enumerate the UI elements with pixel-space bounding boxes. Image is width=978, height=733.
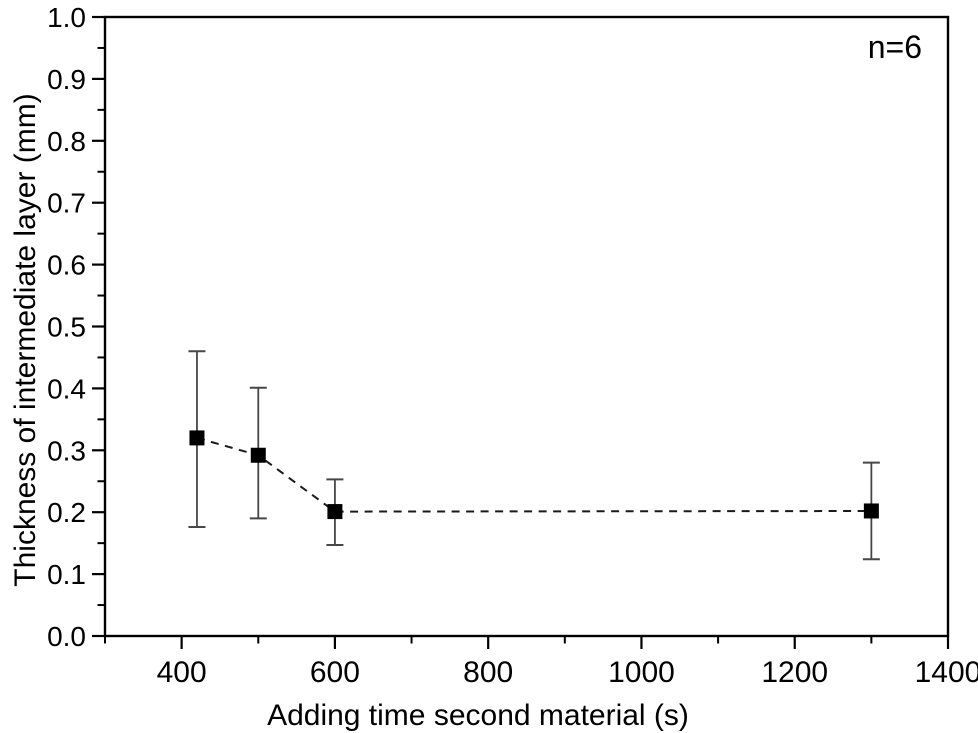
annotation-n: n=6 xyxy=(868,29,922,65)
y-axis-tick-label: 0.9 xyxy=(47,64,86,95)
x-axis-tick-label: 1000 xyxy=(608,656,675,689)
y-axis-tick-label: 0.8 xyxy=(47,126,86,157)
data-point-marker xyxy=(327,504,343,520)
x-axis-tick-label: 600 xyxy=(310,656,360,689)
x-axis-tick-label: 1200 xyxy=(761,656,828,689)
y-axis-tick-label: 0.4 xyxy=(47,373,86,404)
y-axis-tick-label: 0.1 xyxy=(47,559,86,590)
x-axis-title: Adding time second material (s) xyxy=(267,699,689,732)
y-axis-tick-label: 0.2 xyxy=(47,497,86,528)
data-point-marker xyxy=(863,503,879,519)
y-axis-tick-label: 0.6 xyxy=(47,250,86,281)
x-axis-tick-label: 400 xyxy=(157,656,207,689)
y-axis-tick-label: 0.0 xyxy=(47,621,86,652)
y-axis-tick-label: 0.5 xyxy=(47,312,86,343)
y-axis-tick-label: 0.7 xyxy=(47,188,86,219)
series-line xyxy=(196,436,872,513)
y-axis-tick-label: 0.3 xyxy=(47,435,86,466)
plot-border xyxy=(103,15,950,638)
y-axis-title: Thickness of intermediate layer (mm) xyxy=(9,93,42,586)
x-axis-tick-label: 800 xyxy=(463,656,513,689)
data-point-marker xyxy=(250,447,266,463)
y-axis-tick-label: 1.0 xyxy=(47,2,86,33)
data-point-marker xyxy=(189,430,205,446)
x-axis-tick-label: 1400 xyxy=(915,656,978,689)
